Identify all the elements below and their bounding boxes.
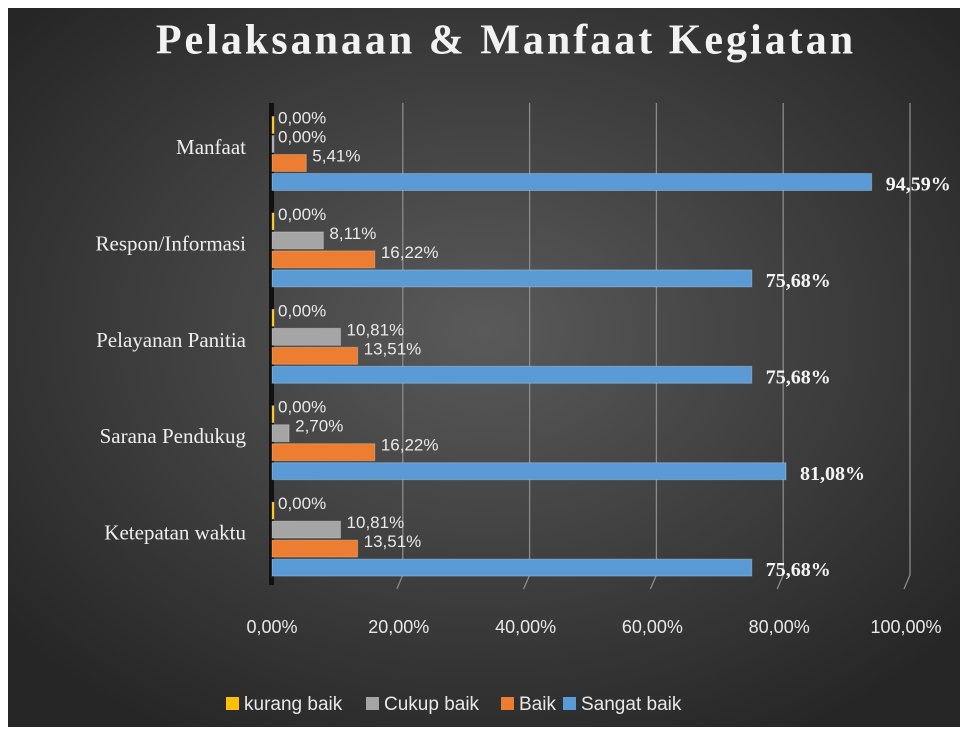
bar <box>271 539 359 558</box>
bar <box>271 212 275 231</box>
data-label: 94,59% <box>886 174 951 196</box>
legend-label: Cukup baik <box>384 694 480 715</box>
legend-swatch <box>563 697 576 710</box>
bar <box>271 327 342 346</box>
data-label: 75,68% <box>766 366 831 388</box>
data-label: 2,70% <box>295 417 343 436</box>
bar <box>271 116 275 134</box>
x-tick-label: 100,00% <box>870 617 941 637</box>
grid-line <box>776 103 784 590</box>
bar <box>271 558 753 577</box>
data-label: 16,22% <box>381 436 439 455</box>
bar <box>271 308 275 327</box>
data-label: 0,00% <box>278 108 326 127</box>
x-tick-label: 40,00% <box>495 617 556 637</box>
data-label: 5,41% <box>312 146 360 165</box>
data-label: 13,51% <box>364 339 422 358</box>
bar <box>271 365 753 384</box>
data-label: 10,81% <box>347 320 405 339</box>
x-tick-label: 60,00% <box>622 617 683 637</box>
bar <box>271 424 290 443</box>
legend-label: Sangat baik <box>581 694 682 715</box>
y-tick-label: Sarana Pendukug <box>100 424 247 448</box>
bar <box>271 405 275 424</box>
data-label: 16,22% <box>381 243 439 262</box>
data-label: 81,08% <box>800 463 865 485</box>
bar <box>271 443 376 462</box>
legend-swatch <box>366 697 379 710</box>
bar <box>271 501 275 520</box>
bar <box>271 154 307 172</box>
bar <box>271 135 275 153</box>
y-tick-label: Respon/Informasi <box>96 231 247 255</box>
legend-label: Baik <box>519 694 556 715</box>
data-label: 10,81% <box>347 513 405 532</box>
data-label: 13,51% <box>364 532 422 551</box>
x-tick-label: 80,00% <box>749 617 810 637</box>
data-label: 0,00% <box>278 205 326 224</box>
bar <box>271 520 342 539</box>
bar <box>271 250 376 269</box>
bar <box>271 346 359 365</box>
y-tick-label: Ketepatan waktu <box>104 521 246 545</box>
bar <box>271 231 324 250</box>
x-tick-label: 20,00% <box>368 617 429 637</box>
axis-wall <box>269 103 274 585</box>
grid-line <box>903 103 911 590</box>
data-label: 0,00% <box>278 398 326 417</box>
y-tick-label: Manfaat <box>176 135 246 159</box>
data-label: 75,68% <box>766 270 831 292</box>
bar <box>271 462 787 481</box>
data-label: 0,00% <box>278 301 326 320</box>
data-label: 75,68% <box>766 559 831 581</box>
legend-swatch <box>226 697 239 710</box>
legend-label: kurang baik <box>244 694 343 715</box>
x-tick-label: 0,00% <box>246 617 297 637</box>
y-tick-label: Pelayanan Panitia <box>96 328 247 352</box>
data-label: 0,00% <box>278 127 326 146</box>
bar <box>271 173 873 191</box>
legend-swatch <box>501 697 514 710</box>
data-label: 0,00% <box>278 494 326 513</box>
data-label: 8,11% <box>329 224 376 243</box>
bar <box>271 269 753 288</box>
chart-title: Pelaksanaan & Manfaat Kegiatan <box>156 18 856 64</box>
